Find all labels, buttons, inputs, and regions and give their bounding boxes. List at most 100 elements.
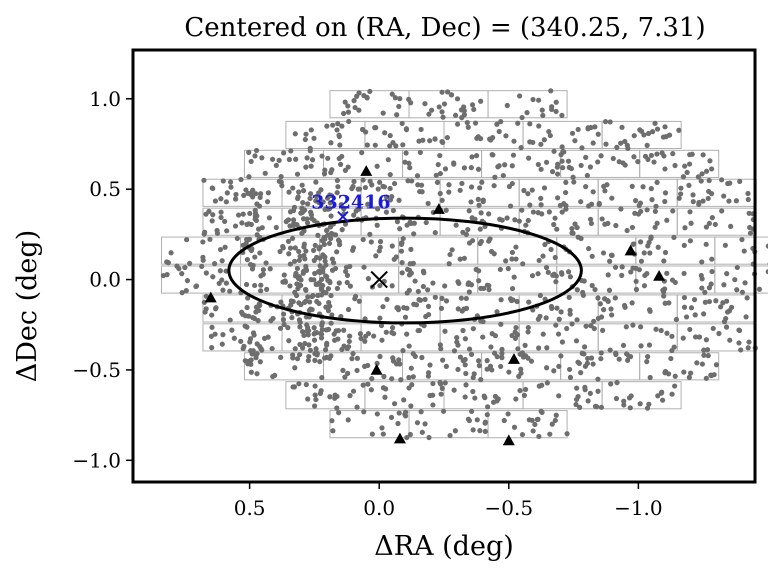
star-point xyxy=(254,371,260,377)
star-point xyxy=(527,139,533,145)
star-point xyxy=(252,254,258,260)
star-point xyxy=(637,401,643,407)
star-point xyxy=(614,380,620,386)
star-point xyxy=(451,160,457,166)
star-point xyxy=(203,306,209,312)
star-point xyxy=(702,289,708,295)
star-point xyxy=(412,353,418,359)
star-point xyxy=(548,303,555,310)
star-point xyxy=(616,356,622,362)
star-point xyxy=(741,248,747,254)
star-point xyxy=(322,355,328,361)
star-point xyxy=(662,190,669,196)
star-point xyxy=(346,338,352,345)
star-point xyxy=(375,186,381,192)
star-point xyxy=(463,231,469,238)
star-point xyxy=(334,405,340,411)
y-tick-label: −0.5 xyxy=(72,358,121,382)
star-point xyxy=(410,374,416,380)
star-point xyxy=(248,361,254,367)
star-point xyxy=(560,165,566,171)
star-point xyxy=(324,342,330,348)
star-point xyxy=(438,381,444,387)
star-point xyxy=(607,258,613,264)
star-point xyxy=(307,347,314,353)
star-point xyxy=(577,404,583,411)
star-point xyxy=(491,183,497,189)
star-point xyxy=(641,132,647,138)
star-point xyxy=(688,370,694,376)
star-point xyxy=(705,195,711,202)
star-point xyxy=(396,357,402,363)
star-point xyxy=(302,136,308,143)
star-point xyxy=(578,162,584,169)
star-point xyxy=(391,401,398,407)
star-point xyxy=(322,258,328,264)
star-point xyxy=(425,303,432,310)
star-point xyxy=(286,156,292,163)
star-point xyxy=(240,311,246,317)
star-point xyxy=(268,318,274,324)
star-point xyxy=(399,120,405,127)
star-point xyxy=(385,157,391,163)
star-point xyxy=(432,230,438,236)
star-point xyxy=(389,325,396,331)
star-point xyxy=(376,248,382,254)
star-point xyxy=(648,234,654,240)
star-point xyxy=(529,187,535,193)
star-point xyxy=(422,101,428,107)
star-point xyxy=(306,353,312,360)
star-point xyxy=(680,174,687,180)
star-point xyxy=(307,195,313,202)
star-point xyxy=(387,171,393,178)
star-point xyxy=(200,239,206,245)
star-point xyxy=(497,266,503,273)
star-point xyxy=(549,421,555,427)
star-point xyxy=(224,228,230,234)
star-point xyxy=(395,420,401,427)
star-point xyxy=(219,258,225,264)
star-point xyxy=(451,387,457,393)
star-point xyxy=(406,287,412,293)
star-point xyxy=(721,282,727,288)
star-point xyxy=(591,318,597,324)
star-point xyxy=(372,142,378,148)
star-point xyxy=(734,264,740,271)
star-point xyxy=(420,283,426,290)
star-point xyxy=(406,272,413,278)
star-point xyxy=(299,209,306,216)
star-point xyxy=(539,107,545,113)
star-point xyxy=(644,405,651,411)
star-point xyxy=(567,374,574,380)
star-point xyxy=(313,396,319,403)
y-tick-label: 1.0 xyxy=(89,87,121,111)
star-point xyxy=(209,345,215,351)
star-point xyxy=(336,410,342,416)
star-point xyxy=(247,261,254,268)
star-point xyxy=(312,357,318,363)
star-point xyxy=(574,317,580,323)
star-point xyxy=(621,402,627,408)
star-point xyxy=(312,392,318,398)
star-point xyxy=(377,315,383,321)
star-point xyxy=(546,128,552,135)
star-point xyxy=(280,317,287,323)
star-point xyxy=(619,124,625,130)
star-point xyxy=(689,151,695,157)
star-point xyxy=(286,251,292,257)
star-point xyxy=(725,309,731,315)
star-point xyxy=(295,285,301,292)
star-point xyxy=(552,215,558,221)
star-point xyxy=(302,286,309,293)
x-tick-label: 0.5 xyxy=(234,496,266,520)
star-point xyxy=(303,131,309,137)
star-point xyxy=(552,254,558,261)
star-point xyxy=(709,215,715,221)
star-point xyxy=(301,241,307,247)
star-point xyxy=(536,433,542,440)
star-point xyxy=(315,232,321,239)
star-point xyxy=(516,373,522,380)
star-point xyxy=(678,191,684,197)
star-point xyxy=(721,193,727,199)
star-point xyxy=(209,324,215,330)
